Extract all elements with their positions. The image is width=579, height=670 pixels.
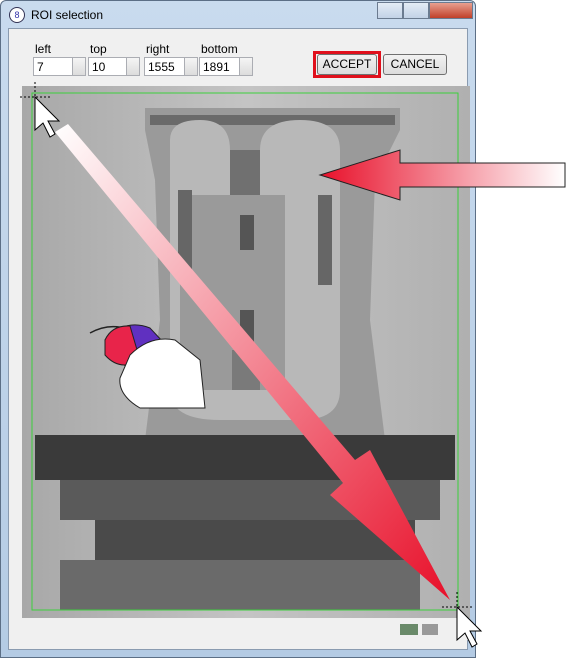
field-input[interactable]: 1891 [199,57,240,76]
field-label: top [90,42,107,56]
status-icon [422,624,438,635]
spinner[interactable] [126,57,140,76]
field-label: right [146,42,170,56]
minimize-button[interactable] [377,2,403,19]
maximize-button[interactable] [403,2,429,19]
field-input[interactable]: 1555 [144,57,185,76]
cancel-button[interactable]: CANCEL [383,54,447,75]
close-button[interactable] [429,2,473,19]
window-title: ROI selection [31,8,104,22]
annotation-arrow [55,124,450,600]
spinner[interactable] [184,57,198,76]
status-bar [22,618,468,640]
app-icon: 8 [9,7,25,23]
cursor [20,82,483,648]
field-label: left [35,42,52,56]
spinner[interactable] [72,57,86,76]
status-icon [400,624,418,635]
mouse-icon [89,324,206,409]
highlight-box [313,51,381,78]
annotation-arrow [318,149,566,201]
spinner[interactable] [239,57,253,76]
field-label: bottom [201,42,238,56]
accept-button[interactable]: ACCEPT [317,54,377,75]
